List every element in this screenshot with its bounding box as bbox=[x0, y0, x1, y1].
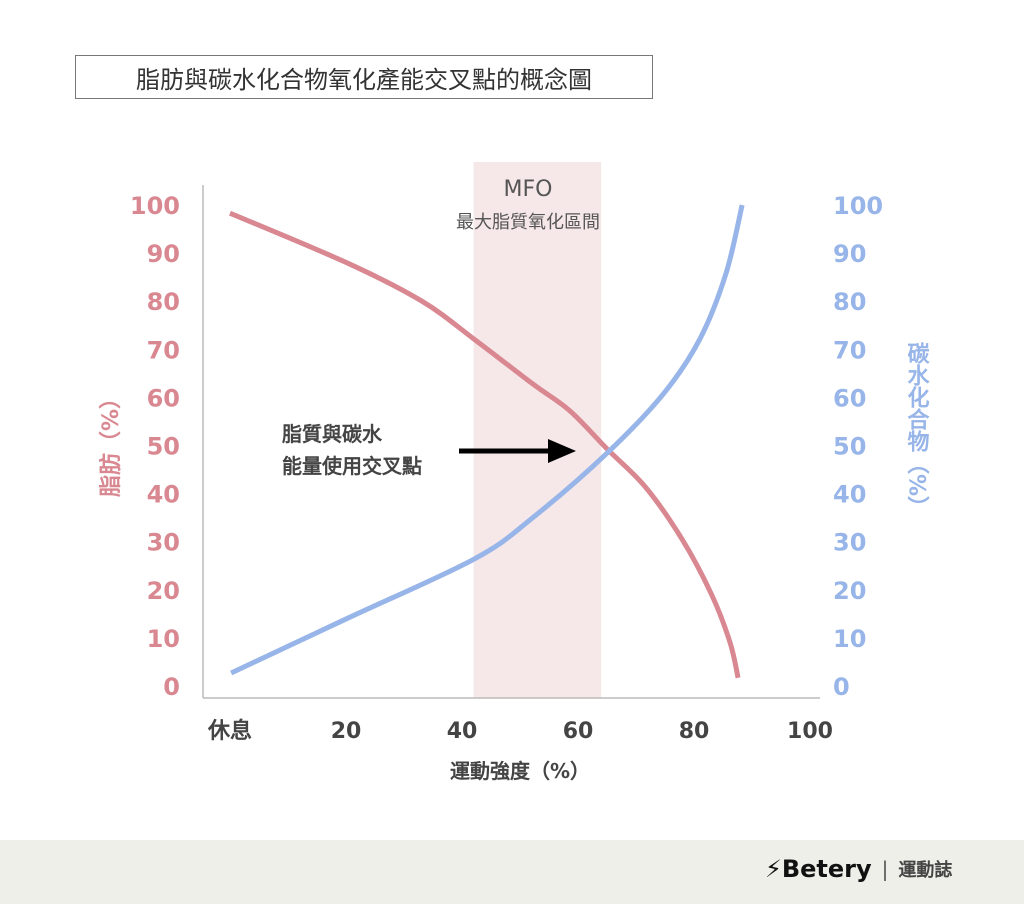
x-tick-label: 40 bbox=[447, 719, 478, 744]
y-right-tick-label: 100 bbox=[833, 192, 883, 220]
y-right-tick-label: 0 bbox=[833, 673, 850, 701]
mfo-shaded-region bbox=[473, 162, 602, 698]
mfo-label: MFO bbox=[504, 177, 553, 202]
x-tick-label: 80 bbox=[679, 719, 710, 744]
y-right-tick-label: 60 bbox=[833, 384, 866, 412]
annotation-arrow bbox=[459, 439, 576, 463]
y-right-tick-label: 30 bbox=[833, 529, 866, 557]
y-right-tick-label: 10 bbox=[833, 625, 866, 653]
y-left-tick-label: 90 bbox=[147, 240, 180, 268]
y-axis-left-label: 脂肪（%） bbox=[98, 387, 124, 497]
brand-name: Betery bbox=[781, 855, 872, 883]
brand-sub: 運動誌 bbox=[898, 860, 953, 881]
x-axis-label: 運動強度（%） bbox=[450, 759, 590, 783]
annotation-line-1: 脂質與碳水 bbox=[282, 422, 383, 446]
y-left-tick-label: 70 bbox=[147, 336, 180, 364]
brand-divider: | bbox=[881, 857, 889, 881]
y-left-tick-label: 30 bbox=[147, 529, 180, 557]
y-left-tick-label: 50 bbox=[147, 433, 180, 461]
y-axis-right-label: 碳水化合物（%） bbox=[904, 342, 930, 518]
x-tick-label: 100 bbox=[787, 719, 833, 744]
footer bbox=[0, 840, 1024, 904]
x-tick-label: 60 bbox=[563, 719, 594, 744]
mfo-sublabel: 最大脂質氧化區間 bbox=[456, 212, 600, 233]
y-right-tick-label: 20 bbox=[833, 577, 866, 605]
y-left-tick-label: 100 bbox=[130, 192, 180, 220]
lightning-bolt-icon: ⚡ bbox=[765, 855, 782, 883]
chart-title: 脂肪與碳水化合物氧化產能交叉點的概念圖 bbox=[75, 55, 653, 99]
y-left-tick-label: 10 bbox=[147, 625, 180, 653]
x-tick-label: 休息 bbox=[207, 718, 252, 744]
y-left-tick-label: 80 bbox=[147, 288, 180, 316]
y-right-tick-label: 80 bbox=[833, 288, 866, 316]
y-right-tick-label: 40 bbox=[833, 481, 866, 509]
brand-logo: ⚡ Betery | 運動誌 bbox=[765, 855, 952, 883]
y-right-tick-label: 70 bbox=[833, 336, 866, 364]
y-left-tick-label: 0 bbox=[163, 673, 180, 701]
y-left-tick-label: 20 bbox=[147, 577, 180, 605]
series-line-fat bbox=[229, 210, 741, 679]
annotation-line-2: 能量使用交叉點 bbox=[282, 454, 422, 478]
x-tick-label: 20 bbox=[331, 719, 362, 744]
y-right-tick-label: 90 bbox=[833, 240, 866, 268]
y-right-tick-label: 50 bbox=[833, 433, 866, 461]
y-left-tick-label: 60 bbox=[147, 384, 180, 412]
series-line-carbohydrate bbox=[230, 204, 745, 676]
y-left-tick-label: 40 bbox=[147, 481, 180, 509]
chart: MFO 最大脂質氧化區間 0 0 10 10 20 20 30 30 40 40 50 50 60 60 7… bbox=[98, 162, 930, 783]
